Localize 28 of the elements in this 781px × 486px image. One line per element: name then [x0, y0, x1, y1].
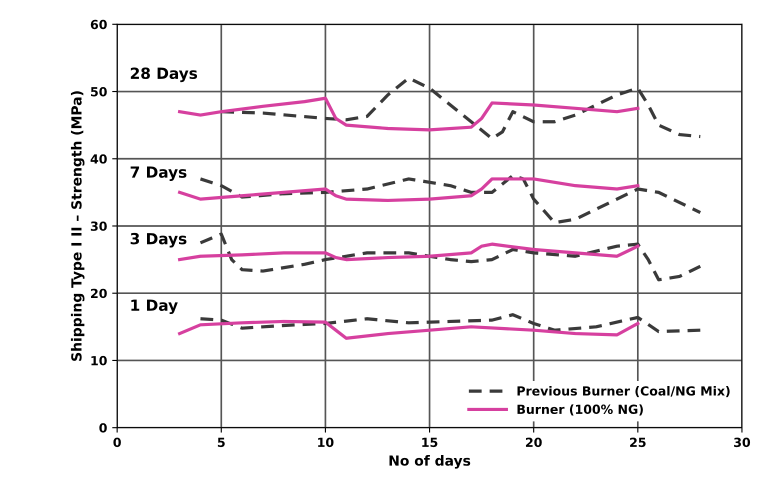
y-tick-label: 40 [90, 154, 107, 164]
y-tick-label: 30 [90, 221, 107, 231]
y-tick-label: 50 [91, 87, 107, 96]
x-tick-label: 5 [218, 438, 225, 448]
x-tick-label: 25 [630, 438, 646, 448]
annotation: 7 Days [130, 166, 186, 181]
x-tick-label: 0 [113, 438, 121, 448]
line-series [198, 313, 702, 334]
annotation: 1 Day [131, 300, 178, 314]
y-tick-label: 0 [99, 423, 107, 433]
annotation: 3 Days [130, 232, 186, 248]
legend-label: Burner (100% NG) [518, 404, 643, 416]
x-tick-label: 30 [734, 438, 750, 448]
y-tick-label: 10 [91, 356, 107, 366]
line-series [198, 232, 702, 282]
line-series [220, 76, 702, 140]
line-series [178, 96, 640, 132]
x-tick-label: 15 [422, 438, 438, 448]
x-axis-title: No of days [390, 455, 470, 469]
line-series [178, 320, 640, 340]
x-tick-label: 10 [318, 438, 334, 448]
legend-label: Previous Burner (Coal/NG Mix) [518, 386, 730, 398]
y-tick-label: 20 [91, 288, 107, 298]
annotation: 28 Days [130, 67, 198, 82]
x-tick-label: 20 [526, 438, 542, 448]
line-series [198, 174, 702, 224]
y-axis-title: Shipping Type I II – Strength (MPa) [70, 91, 84, 361]
y-tick-label: 60 [90, 20, 107, 30]
